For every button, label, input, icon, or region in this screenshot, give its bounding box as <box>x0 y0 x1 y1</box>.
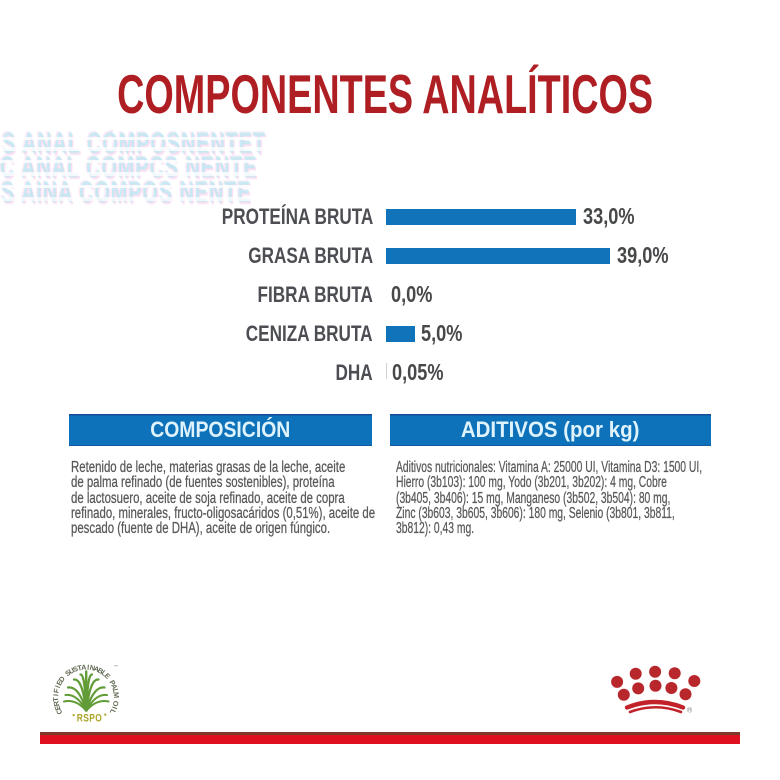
svg-text:P: P <box>107 678 117 687</box>
svg-text:A: A <box>81 663 87 672</box>
svg-text:C: C <box>54 707 64 716</box>
svg-text:I: I <box>110 705 119 710</box>
svg-text:F: F <box>52 687 61 694</box>
svg-text:N: N <box>89 663 96 673</box>
svg-text:T: T <box>76 663 83 673</box>
svg-text:™: ™ <box>114 664 119 669</box>
svg-text:L: L <box>108 708 118 717</box>
svg-text:E: E <box>54 678 64 687</box>
svg-text:S: S <box>72 664 80 674</box>
svg-text:D: D <box>57 674 67 684</box>
svg-text:O: O <box>111 700 121 708</box>
svg-text:L: L <box>111 688 121 695</box>
svg-text:U: U <box>67 666 76 676</box>
svg-text:R: R <box>52 699 61 707</box>
svg-text:L: L <box>100 668 109 678</box>
svg-text:E: E <box>52 704 62 712</box>
svg-text:RSPO: RSPO <box>77 713 103 725</box>
svg-text:A: A <box>93 664 101 674</box>
svg-text:M: M <box>112 692 121 699</box>
svg-text:®: ® <box>687 707 693 715</box>
svg-text:I: I <box>53 684 62 689</box>
svg-text:I: I <box>87 663 90 672</box>
svg-text:E: E <box>103 671 113 681</box>
svg-text:A: A <box>109 683 119 691</box>
svg-text:S: S <box>63 668 72 678</box>
svg-text:B: B <box>96 666 105 676</box>
svg-text:I: I <box>52 694 60 697</box>
svg-text:T: T <box>52 696 60 702</box>
